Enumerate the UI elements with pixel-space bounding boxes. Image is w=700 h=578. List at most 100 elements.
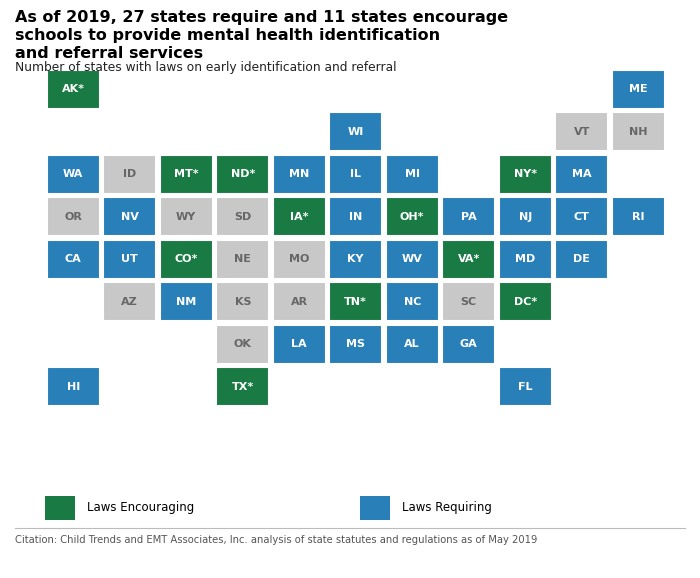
Bar: [498, 240, 552, 279]
Bar: [329, 325, 382, 364]
Text: FL: FL: [518, 381, 533, 392]
Text: ID: ID: [123, 169, 136, 179]
Text: WY: WY: [176, 212, 197, 222]
Bar: [47, 197, 100, 236]
Text: AZ: AZ: [121, 297, 138, 307]
Bar: [47, 70, 100, 109]
Text: AL: AL: [405, 339, 420, 349]
Bar: [555, 155, 608, 194]
Bar: [329, 155, 382, 194]
Bar: [498, 282, 552, 321]
Text: DC*: DC*: [514, 297, 537, 307]
Text: IL: IL: [350, 169, 361, 179]
Bar: [612, 197, 665, 236]
Text: VT: VT: [573, 127, 590, 137]
Text: OH*: OH*: [400, 212, 424, 222]
Text: VA*: VA*: [458, 254, 480, 264]
Bar: [160, 197, 213, 236]
Text: MS: MS: [346, 339, 365, 349]
Text: NV: NV: [121, 212, 139, 222]
Text: Number of states with laws on early identification and referral: Number of states with laws on early iden…: [15, 61, 396, 74]
Text: Citation: Child Trends and EMT Associates, Inc. analysis of state statutes and r: Citation: Child Trends and EMT Associate…: [15, 535, 538, 545]
Bar: [555, 112, 608, 151]
Bar: [216, 197, 270, 236]
Bar: [442, 240, 496, 279]
Bar: [216, 325, 270, 364]
Bar: [103, 197, 156, 236]
Text: CT: CT: [574, 212, 589, 222]
Bar: [160, 240, 213, 279]
Bar: [442, 197, 496, 236]
Text: As of 2019, 27 states require and 11 states encourage
schools to provide mental : As of 2019, 27 states require and 11 sta…: [15, 10, 508, 61]
Bar: [329, 112, 382, 151]
Bar: [216, 240, 270, 279]
Bar: [386, 240, 439, 279]
Text: NC: NC: [404, 297, 421, 307]
Text: MO: MO: [289, 254, 309, 264]
Bar: [216, 155, 270, 194]
Text: AR: AR: [290, 297, 308, 307]
Bar: [555, 197, 608, 236]
Bar: [329, 282, 382, 321]
Bar: [160, 155, 213, 194]
Text: Laws Encouraging: Laws Encouraging: [87, 502, 195, 514]
Bar: [273, 240, 326, 279]
Text: TX*: TX*: [232, 381, 254, 392]
Text: NH: NH: [629, 127, 648, 137]
Bar: [216, 367, 270, 406]
Text: CA: CA: [65, 254, 82, 264]
Bar: [47, 240, 100, 279]
Bar: [273, 155, 326, 194]
Bar: [45, 496, 75, 520]
Text: Laws Requiring: Laws Requiring: [402, 502, 492, 514]
Bar: [498, 155, 552, 194]
Text: ND*: ND*: [230, 169, 255, 179]
Text: WA: WA: [63, 169, 83, 179]
Bar: [612, 70, 665, 109]
Text: SD: SD: [234, 212, 251, 222]
Bar: [216, 282, 270, 321]
Bar: [555, 240, 608, 279]
Bar: [498, 197, 552, 236]
Text: KY: KY: [347, 254, 364, 264]
Text: MA: MA: [572, 169, 592, 179]
Bar: [329, 240, 382, 279]
Bar: [273, 197, 326, 236]
Text: HI: HI: [66, 381, 80, 392]
Text: MT*: MT*: [174, 169, 199, 179]
Text: NJ: NJ: [519, 212, 532, 222]
Text: OK: OK: [234, 339, 252, 349]
Bar: [386, 197, 439, 236]
Bar: [329, 197, 382, 236]
Text: NE: NE: [234, 254, 251, 264]
Bar: [442, 282, 496, 321]
Text: CO*: CO*: [174, 254, 198, 264]
Text: PA: PA: [461, 212, 477, 222]
Bar: [612, 112, 665, 151]
Text: OR: OR: [64, 212, 82, 222]
Bar: [47, 155, 100, 194]
Text: MN: MN: [289, 169, 309, 179]
Bar: [442, 325, 496, 364]
Bar: [103, 155, 156, 194]
Bar: [103, 282, 156, 321]
Text: WV: WV: [402, 254, 423, 264]
Bar: [386, 155, 439, 194]
Text: KS: KS: [234, 297, 251, 307]
Bar: [47, 367, 100, 406]
Text: GA: GA: [460, 339, 477, 349]
Bar: [386, 282, 439, 321]
Bar: [498, 367, 552, 406]
Text: LA: LA: [291, 339, 307, 349]
Bar: [273, 325, 326, 364]
Bar: [160, 282, 213, 321]
Bar: [386, 325, 439, 364]
Text: DE: DE: [573, 254, 590, 264]
Bar: [273, 282, 326, 321]
Bar: [360, 496, 390, 520]
Text: MI: MI: [405, 169, 420, 179]
Text: IA*: IA*: [290, 212, 309, 222]
Text: WI: WI: [348, 127, 364, 137]
Text: SC: SC: [461, 297, 477, 307]
Bar: [103, 240, 156, 279]
